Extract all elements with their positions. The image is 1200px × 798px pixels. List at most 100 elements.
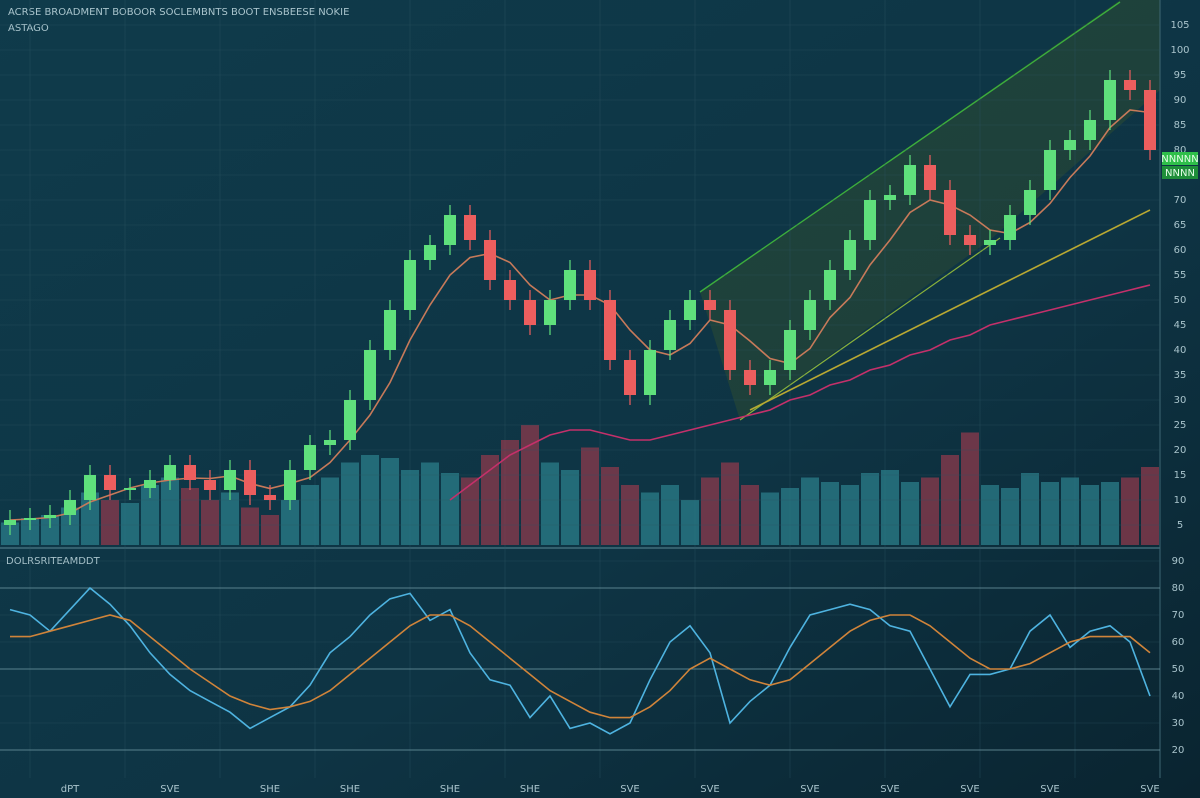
y-tick-label: 70	[1174, 195, 1187, 206]
candle-body	[64, 500, 76, 515]
candle-body	[664, 320, 676, 350]
volume-bar	[121, 503, 139, 545]
x-tick-label: SHE	[520, 784, 540, 795]
candle-body	[684, 300, 696, 320]
candle-body	[304, 445, 316, 470]
y-tick-label: 55	[1174, 270, 1187, 281]
candle-body	[1084, 120, 1096, 140]
y-tick-label: 60	[1174, 245, 1187, 256]
y-tick-label: 80	[1174, 145, 1187, 156]
y-tick-label: 40	[1172, 691, 1185, 702]
candle-body	[1124, 80, 1136, 90]
y-tick-label: 105	[1170, 20, 1189, 31]
candle-body	[844, 240, 856, 270]
y-tick-label: 45	[1174, 320, 1187, 331]
x-tick-label: SVE	[960, 784, 980, 795]
y-tick-label: 70	[1172, 610, 1185, 621]
candle-body	[604, 300, 616, 360]
candle-body	[44, 515, 56, 518]
volume-bar	[1001, 488, 1019, 545]
candle-body	[204, 480, 216, 490]
volume-bar	[461, 477, 479, 545]
candle-body	[924, 165, 936, 190]
candle-body	[784, 330, 796, 370]
x-tick-label: SVE	[1040, 784, 1060, 795]
x-tick-label: dPT	[61, 784, 80, 795]
volume-bar	[401, 470, 419, 545]
volume-bar	[621, 485, 639, 545]
title: ACRSE BROADMENT BOBOOR SOCLEMBNTS BOOT E…	[8, 7, 349, 18]
candle-body	[464, 215, 476, 240]
candle-body	[344, 400, 356, 440]
volume-bar	[261, 515, 279, 545]
volume-bar	[421, 462, 439, 545]
badge-label: NNNN	[1165, 168, 1195, 179]
volume-bar	[861, 473, 879, 545]
y-tick-label: 25	[1174, 420, 1187, 431]
subtitle: ASTAGO	[8, 23, 49, 34]
y-tick-label: 30	[1172, 718, 1185, 729]
x-tick-label: SVE	[800, 784, 820, 795]
y-tick-label: 50	[1172, 664, 1185, 675]
volume-bar	[841, 485, 859, 545]
candle-body	[224, 470, 236, 490]
candle-body	[544, 300, 556, 325]
y-tick-label: 80	[1172, 583, 1185, 594]
y-tick-label: 50	[1174, 295, 1187, 306]
volume-bar	[161, 477, 179, 545]
candle-body	[764, 370, 776, 385]
candle-body	[904, 165, 916, 195]
volume-bar	[821, 482, 839, 545]
candle-body	[1004, 215, 1016, 240]
volume-bar	[521, 425, 539, 545]
volume-bar	[221, 492, 239, 545]
volume-bar	[321, 477, 339, 545]
candle-body	[504, 280, 516, 300]
candle-body	[264, 495, 276, 500]
y-tick-label: 15	[1174, 470, 1187, 481]
line	[9, 586, 1151, 735]
y-tick-label: 90	[1172, 556, 1185, 567]
volume-bar	[1021, 473, 1039, 545]
candle-body	[1024, 190, 1036, 215]
candle-body	[1064, 140, 1076, 150]
candle-body	[884, 195, 896, 200]
candle-body	[564, 270, 576, 300]
y-tick-label: 65	[1174, 220, 1187, 231]
candle-body	[404, 260, 416, 310]
volume-bar	[501, 440, 519, 545]
volume-bar	[721, 462, 739, 545]
candle-body	[1104, 80, 1116, 120]
volume-bar	[341, 462, 359, 545]
line	[449, 284, 1151, 501]
volume-bar	[41, 515, 59, 545]
volume-bar	[601, 467, 619, 545]
candle-body	[244, 470, 256, 495]
volume-bar	[1081, 485, 1099, 545]
volume-bar	[681, 500, 699, 545]
candle-body	[824, 270, 836, 300]
candle-body	[24, 518, 36, 520]
volume-bar	[801, 477, 819, 545]
volume-bar	[781, 488, 799, 545]
y-tick-label: 40	[1174, 345, 1187, 356]
volume-bar	[381, 458, 399, 545]
volume-bar	[1141, 467, 1159, 545]
candle-body	[364, 350, 376, 400]
volume-bar	[741, 485, 759, 545]
candle-body	[144, 480, 156, 488]
x-tick-label: SVE	[700, 784, 720, 795]
y-tick-label: 30	[1174, 395, 1187, 406]
line	[9, 109, 1151, 521]
candle-body	[104, 475, 116, 490]
channel-line	[739, 237, 1001, 421]
volume-bar	[981, 485, 999, 545]
volume-bar	[441, 473, 459, 545]
volume-bar	[101, 500, 119, 545]
line	[10, 614, 1151, 719]
volume-bar	[1101, 482, 1119, 545]
volume-bar	[1121, 477, 1139, 545]
volume-bar	[921, 477, 939, 545]
candle-body	[184, 465, 196, 480]
